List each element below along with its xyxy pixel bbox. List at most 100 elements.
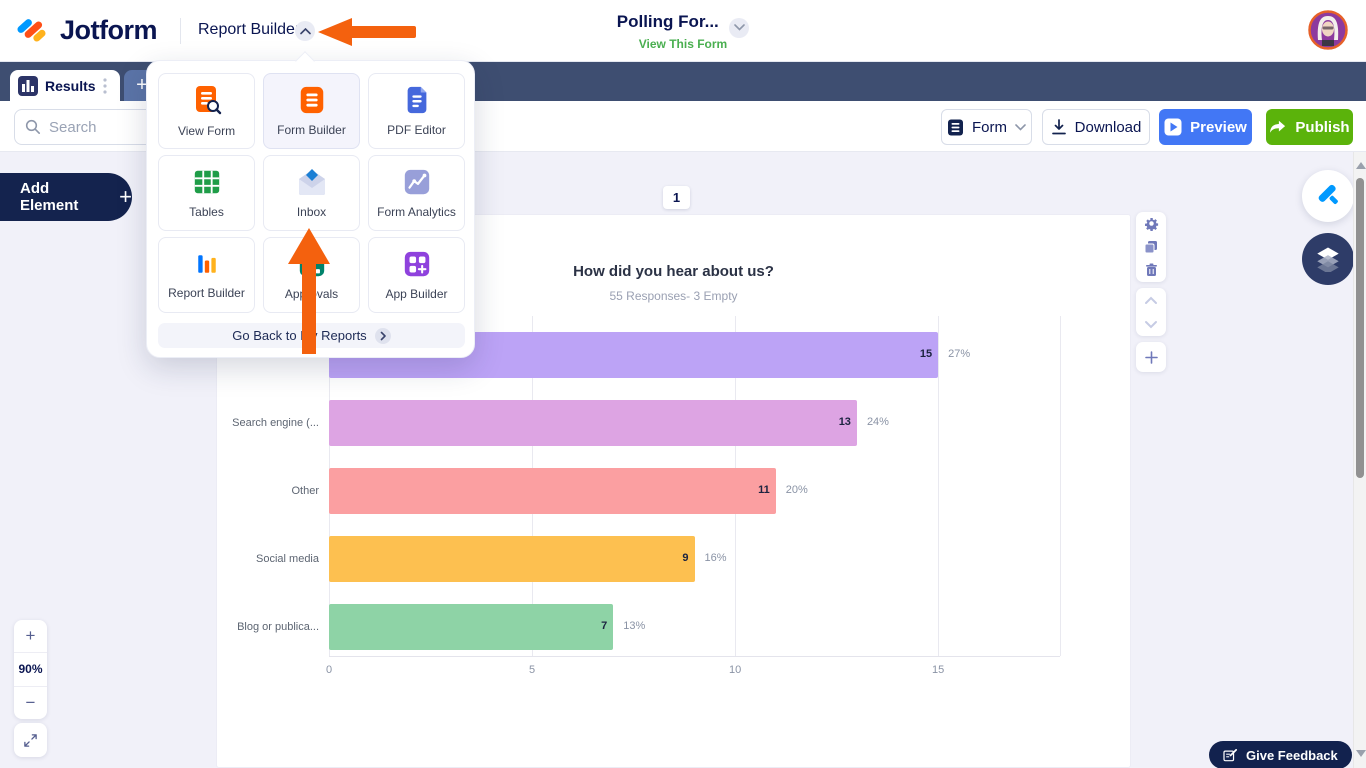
scroll-down-arrow-icon[interactable]: [1356, 750, 1366, 757]
category-label: Blog or publica...: [237, 621, 319, 633]
add-page-label: +: [136, 74, 148, 96]
add-element-label: Add Element: [20, 180, 79, 214]
form-dropdown-button[interactable]: Form: [941, 109, 1032, 145]
menu-item-form-builder[interactable]: Form Builder: [263, 73, 360, 149]
scrollbar-thumb[interactable]: [1356, 178, 1364, 478]
preview-button-label: Preview: [1190, 118, 1247, 136]
menu-item-form-analytics[interactable]: Form Analytics: [368, 155, 465, 231]
settings-gear-icon[interactable]: [1138, 212, 1164, 235]
bar-percent-label: 16%: [704, 552, 727, 564]
menu-item-label: View Form: [177, 124, 236, 138]
x-tick-label: 15: [932, 664, 945, 676]
view-this-form-link[interactable]: View This Form: [638, 36, 728, 51]
chevron-down-icon: [1015, 123, 1026, 131]
bar-value-label: 11: [758, 484, 770, 496]
chart-bar[interactable]: 11: [329, 468, 776, 514]
download-button-label: Download: [1074, 118, 1142, 136]
vertical-scrollbar[interactable]: [1353, 152, 1366, 768]
x-tick-label: 10: [728, 664, 742, 676]
product-switcher-menu: View Form Form Builder PDF Editor Table: [146, 51, 475, 358]
jotform-logo-icon: [17, 19, 46, 42]
bar-percent-label: 27%: [948, 348, 971, 360]
move-up-chevron-icon[interactable]: [1138, 289, 1164, 312]
menu-item-label: Inbox: [296, 205, 327, 219]
chart-gridline: [1060, 316, 1061, 656]
layers-button[interactable]: [1302, 233, 1354, 285]
zoom-in-button[interactable]: +: [25, 626, 36, 646]
go-back-label: Go Back to My Reports: [232, 328, 367, 343]
download-button[interactable]: Download: [1042, 109, 1150, 145]
duplicate-icon[interactable]: [1138, 235, 1164, 258]
add-plus-icon[interactable]: [1138, 346, 1164, 369]
bar-value-label: 7: [601, 620, 608, 632]
menu-item-report-builder[interactable]: Report Builder: [158, 237, 255, 313]
design-paint-roller-button[interactable]: [1302, 170, 1354, 222]
move-down-chevron-icon[interactable]: [1138, 313, 1164, 336]
x-tick-label: 5: [528, 664, 536, 676]
menu-item-label: Form Builder: [277, 123, 346, 137]
form-title[interactable]: Polling For...: [616, 12, 719, 31]
x-tick-label: 0: [325, 664, 333, 676]
chart-bar[interactable]: 9: [329, 536, 695, 582]
form-doc-icon: [948, 119, 963, 135]
jotform-logo-text: Jotform: [60, 14, 158, 45]
add-element-button[interactable]: Add Element +: [0, 173, 132, 221]
add-widget-card: [1136, 342, 1166, 372]
scroll-up-arrow-icon[interactable]: [1356, 162, 1366, 169]
expand-arrows-icon: [24, 733, 37, 747]
inbox-icon: [298, 169, 325, 195]
bar-percent-label: 13%: [623, 620, 646, 632]
publish-button[interactable]: Publish: [1266, 109, 1353, 145]
form-button-label: Form: [972, 118, 1007, 136]
paint-roller-icon: [1318, 184, 1338, 205]
chart-subtitle: 55 Responses- 3 Empty: [609, 289, 738, 303]
publish-send-icon: [1270, 120, 1286, 133]
chart-gridline: [938, 316, 940, 656]
menu-item-label: PDF Editor: [387, 123, 446, 137]
menu-item-pdf-editor[interactable]: PDF Editor: [368, 73, 465, 149]
download-icon: [1051, 118, 1066, 134]
view-form-icon: [195, 86, 221, 115]
pdf-editor-icon: [407, 86, 426, 114]
form-analytics-icon: [404, 169, 429, 195]
bar-value-label: 9: [682, 552, 689, 564]
fullscreen-expand-button[interactable]: [14, 723, 47, 757]
widget-reorder-toolbar: [1136, 288, 1166, 336]
tab-results[interactable]: Results: [10, 70, 120, 101]
user-avatar[interactable]: [1308, 10, 1348, 50]
chart-bar[interactable]: 7: [329, 604, 614, 650]
tables-icon: [194, 170, 219, 194]
menu-item-tables[interactable]: Tables: [158, 155, 255, 231]
menu-item-app-builder[interactable]: App Builder: [368, 237, 465, 313]
bar-value-label: 15: [919, 348, 933, 360]
delete-trash-icon[interactable]: [1138, 259, 1164, 282]
zoom-out-button[interactable]: −: [14, 685, 47, 719]
chevron-up-icon: [299, 27, 311, 34]
publish-button-label: Publish: [1295, 118, 1350, 136]
bar-chart-icon: [18, 75, 38, 96]
tab-results-label: Results: [45, 77, 96, 94]
report-builder-icon: [197, 255, 216, 273]
chart-x-axis: [329, 656, 1060, 657]
page-indicator[interactable]: 1: [663, 186, 690, 209]
menu-item-inbox[interactable]: Inbox: [263, 155, 360, 231]
form-title-menu-toggle[interactable]: [729, 17, 750, 38]
form-builder-icon: [300, 86, 323, 114]
chart-title: How did you hear about us?: [573, 263, 774, 280]
menu-item-label: Tables: [189, 205, 224, 219]
product-name-label: Report Builder: [198, 21, 301, 38]
app-builder-icon: [404, 251, 429, 277]
menu-item-view-form[interactable]: View Form: [158, 73, 255, 149]
menu-item-label: App Builder: [385, 287, 448, 301]
zoom-level: 90%: [14, 652, 47, 685]
bar-percent-label: 24%: [866, 416, 889, 428]
preview-button[interactable]: Preview: [1159, 109, 1252, 145]
chart-bar[interactable]: 13: [329, 400, 857, 446]
jotform-logo[interactable]: Jotform: [16, 13, 158, 47]
menu-item-label: Report Builder: [168, 286, 245, 300]
zoom-controls: + 90% −: [14, 620, 47, 719]
give-feedback-button[interactable]: Give Feedback: [1209, 741, 1352, 768]
tab-options-dots-icon[interactable]: [102, 77, 107, 94]
product-menu-toggle[interactable]: [295, 21, 315, 41]
give-feedback-label: Give Feedback: [1246, 747, 1338, 763]
